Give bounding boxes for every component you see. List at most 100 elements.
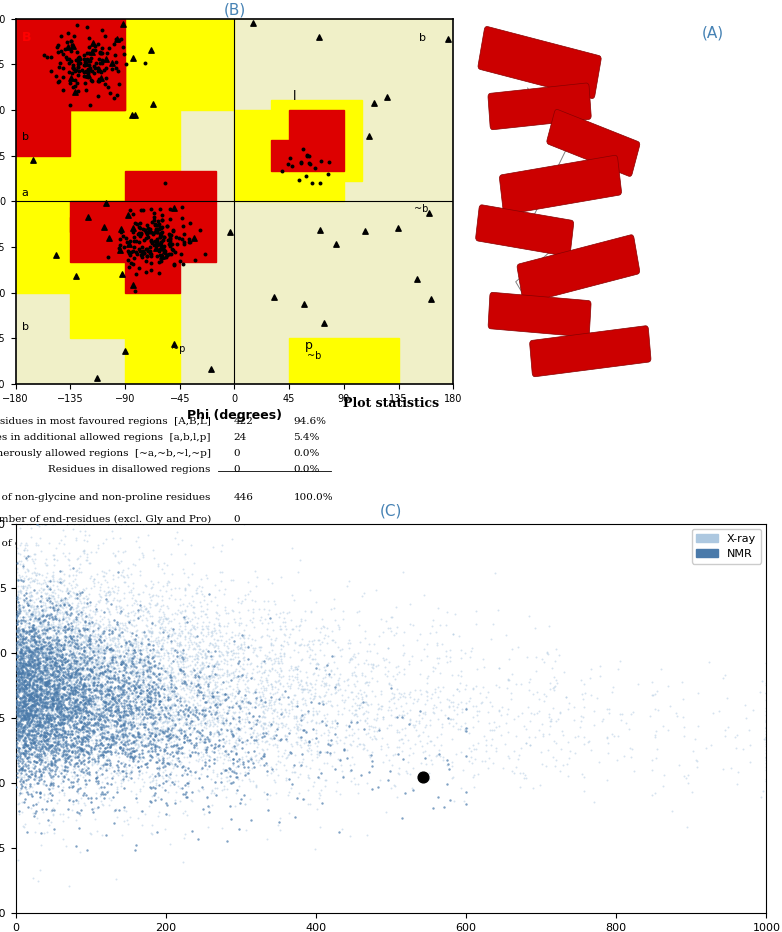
- Point: [35, 679, 48, 694]
- Point: [13, 597, 25, 612]
- Point: [32, 723, 45, 738]
- Point: [226, 739, 239, 754]
- Point: [13, 675, 26, 690]
- Point: [14, 569, 27, 584]
- Point: [235, 667, 248, 682]
- Point: [200, 568, 213, 582]
- Point: [23, 708, 36, 723]
- Point: [174, 648, 186, 663]
- Point: [23, 516, 36, 531]
- Legend: X-ray, NMR: X-ray, NMR: [691, 529, 761, 564]
- Point: [70, 684, 83, 699]
- Point: [81, 704, 93, 719]
- Point: [357, 685, 370, 700]
- Point: [123, 584, 135, 599]
- Point: [328, 600, 340, 615]
- Point: [281, 734, 293, 749]
- Point: [113, 645, 125, 660]
- Point: [50, 626, 63, 641]
- Point: [13, 710, 25, 725]
- Point: [120, 702, 133, 717]
- Point: [386, 610, 399, 624]
- Point: [28, 564, 41, 579]
- Point: [227, 651, 239, 666]
- Point: [145, 263, 158, 278]
- Point: [77, 711, 89, 726]
- Point: [156, 251, 169, 266]
- Point: [164, 231, 177, 246]
- Point: [164, 764, 177, 779]
- Point: [227, 700, 239, 715]
- Point: [119, 652, 131, 667]
- Point: [20, 663, 33, 678]
- Point: [68, 665, 81, 680]
- Point: [53, 536, 66, 551]
- Point: [113, 664, 126, 678]
- Point: [30, 619, 42, 634]
- Point: [272, 695, 285, 710]
- Point: [84, 635, 96, 650]
- Point: [21, 706, 34, 720]
- Point: [212, 692, 224, 706]
- Point: [259, 725, 271, 740]
- Point: [234, 715, 246, 730]
- Point: [76, 696, 88, 711]
- Point: [161, 678, 174, 692]
- Point: [255, 676, 267, 691]
- Point: [131, 700, 144, 715]
- Point: [198, 700, 210, 715]
- Point: [44, 635, 56, 650]
- Point: [382, 664, 394, 678]
- Point: [60, 692, 73, 706]
- Point: [50, 669, 63, 684]
- Point: [42, 723, 55, 738]
- Point: [31, 652, 44, 667]
- Point: [108, 705, 120, 720]
- Point: [14, 725, 27, 740]
- Point: [256, 720, 269, 734]
- Point: [199, 659, 212, 674]
- Point: [92, 709, 105, 724]
- Point: [13, 747, 26, 761]
- Point: [153, 687, 166, 702]
- Point: [12, 763, 24, 778]
- Point: [88, 599, 101, 614]
- Point: [41, 641, 53, 656]
- Point: [729, 730, 741, 745]
- Point: [14, 666, 27, 681]
- Point: [119, 657, 131, 672]
- Point: [29, 665, 41, 679]
- Point: [569, 746, 581, 761]
- Point: [82, 666, 95, 681]
- Point: [209, 643, 221, 658]
- Point: [73, 691, 85, 706]
- Point: [58, 681, 70, 696]
- Point: [32, 663, 45, 678]
- Point: [42, 713, 55, 728]
- Point: [319, 688, 332, 703]
- Point: [72, 68, 84, 83]
- Point: [70, 657, 82, 672]
- Point: [144, 779, 156, 794]
- Point: [66, 624, 78, 638]
- Point: [60, 751, 73, 766]
- Point: [121, 235, 134, 250]
- Point: [211, 685, 224, 700]
- Point: [25, 698, 38, 713]
- Point: [159, 670, 171, 685]
- Point: [50, 743, 63, 758]
- Point: [348, 726, 361, 741]
- Point: [105, 691, 117, 706]
- Point: [102, 723, 115, 738]
- Point: [52, 678, 65, 692]
- Point: [87, 667, 99, 682]
- Point: [43, 708, 56, 723]
- Point: [88, 707, 100, 722]
- Point: [39, 730, 52, 745]
- Point: [719, 667, 731, 682]
- Point: [33, 682, 45, 697]
- Point: [72, 550, 84, 565]
- Point: [22, 711, 34, 726]
- Point: [127, 693, 139, 708]
- Point: [128, 689, 141, 704]
